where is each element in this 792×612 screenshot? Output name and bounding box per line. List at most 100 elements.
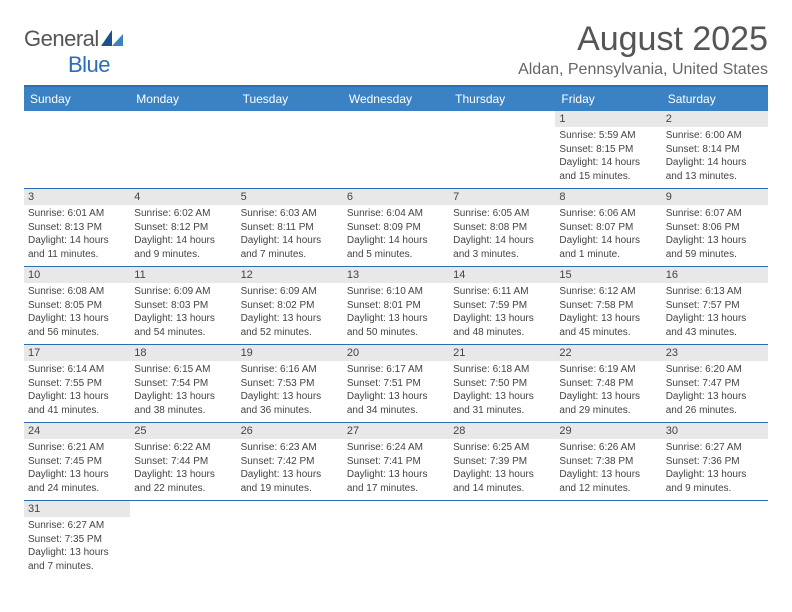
calendar-cell: 28Sunrise: 6:25 AMSunset: 7:39 PMDayligh… — [449, 423, 555, 501]
day-number: 30 — [662, 423, 768, 439]
day-number: 16 — [662, 267, 768, 283]
calendar-cell: 22Sunrise: 6:19 AMSunset: 7:48 PMDayligh… — [555, 345, 661, 423]
day-number: 20 — [343, 345, 449, 361]
day-info: Sunrise: 6:13 AMSunset: 7:57 PMDaylight:… — [662, 283, 768, 343]
calendar-cell: 23Sunrise: 6:20 AMSunset: 7:47 PMDayligh… — [662, 345, 768, 423]
day-info: Sunrise: 6:12 AMSunset: 7:58 PMDaylight:… — [555, 283, 661, 343]
calendar-cell: 27Sunrise: 6:24 AMSunset: 7:41 PMDayligh… — [343, 423, 449, 501]
calendar-cell: 26Sunrise: 6:23 AMSunset: 7:42 PMDayligh… — [237, 423, 343, 501]
day-info: Sunrise: 6:25 AMSunset: 7:39 PMDaylight:… — [449, 439, 555, 499]
calendar-cell: 14Sunrise: 6:11 AMSunset: 7:59 PMDayligh… — [449, 267, 555, 345]
day-number: 6 — [343, 189, 449, 205]
day-number: 2 — [662, 111, 768, 127]
calendar-cell — [237, 111, 343, 189]
day-number: 28 — [449, 423, 555, 439]
day-info: Sunrise: 5:59 AMSunset: 8:15 PMDaylight:… — [555, 127, 661, 187]
day-header: Thursday — [449, 87, 555, 111]
calendar-cell: 5Sunrise: 6:03 AMSunset: 8:11 PMDaylight… — [237, 189, 343, 267]
day-number: 14 — [449, 267, 555, 283]
day-info: Sunrise: 6:00 AMSunset: 8:14 PMDaylight:… — [662, 127, 768, 187]
calendar-cell: 8Sunrise: 6:06 AMSunset: 8:07 PMDaylight… — [555, 189, 661, 267]
day-info: Sunrise: 6:06 AMSunset: 8:07 PMDaylight:… — [555, 205, 661, 265]
day-number: 11 — [130, 267, 236, 283]
day-info: Sunrise: 6:20 AMSunset: 7:47 PMDaylight:… — [662, 361, 768, 421]
day-number: 9 — [662, 189, 768, 205]
day-info: Sunrise: 6:21 AMSunset: 7:45 PMDaylight:… — [24, 439, 130, 499]
location: Aldan, Pennsylvania, United States — [518, 61, 768, 79]
day-info: Sunrise: 6:04 AMSunset: 8:09 PMDaylight:… — [343, 205, 449, 265]
calendar-cell: 16Sunrise: 6:13 AMSunset: 7:57 PMDayligh… — [662, 267, 768, 345]
calendar-cell: 11Sunrise: 6:09 AMSunset: 8:03 PMDayligh… — [130, 267, 236, 345]
calendar-cell: 25Sunrise: 6:22 AMSunset: 7:44 PMDayligh… — [130, 423, 236, 501]
calendar-cell: 15Sunrise: 6:12 AMSunset: 7:58 PMDayligh… — [555, 267, 661, 345]
calendar-cell: 9Sunrise: 6:07 AMSunset: 8:06 PMDaylight… — [662, 189, 768, 267]
calendar-cell — [24, 111, 130, 189]
day-header: Wednesday — [343, 87, 449, 111]
calendar-cell — [130, 111, 236, 189]
day-info: Sunrise: 6:24 AMSunset: 7:41 PMDaylight:… — [343, 439, 449, 499]
calendar-cell — [449, 501, 555, 579]
day-info: Sunrise: 6:19 AMSunset: 7:48 PMDaylight:… — [555, 361, 661, 421]
calendar-cell: 17Sunrise: 6:14 AMSunset: 7:55 PMDayligh… — [24, 345, 130, 423]
day-header: Saturday — [662, 87, 768, 111]
day-info: Sunrise: 6:15 AMSunset: 7:54 PMDaylight:… — [130, 361, 236, 421]
calendar-cell: 4Sunrise: 6:02 AMSunset: 8:12 PMDaylight… — [130, 189, 236, 267]
day-info: Sunrise: 6:07 AMSunset: 8:06 PMDaylight:… — [662, 205, 768, 265]
day-number: 21 — [449, 345, 555, 361]
calendar-cell: 7Sunrise: 6:05 AMSunset: 8:08 PMDaylight… — [449, 189, 555, 267]
day-info: Sunrise: 6:18 AMSunset: 7:50 PMDaylight:… — [449, 361, 555, 421]
calendar-cell — [662, 501, 768, 579]
calendar-cell: 31Sunrise: 6:27 AMSunset: 7:35 PMDayligh… — [24, 501, 130, 579]
day-number: 7 — [449, 189, 555, 205]
calendar-cell: 10Sunrise: 6:08 AMSunset: 8:05 PMDayligh… — [24, 267, 130, 345]
calendar-cell: 3Sunrise: 6:01 AMSunset: 8:13 PMDaylight… — [24, 189, 130, 267]
logo-part2: Blue — [24, 52, 110, 77]
day-number: 12 — [237, 267, 343, 283]
day-info: Sunrise: 6:22 AMSunset: 7:44 PMDaylight:… — [130, 439, 236, 499]
day-info: Sunrise: 6:27 AMSunset: 7:35 PMDaylight:… — [24, 517, 130, 577]
day-number: 15 — [555, 267, 661, 283]
day-info: Sunrise: 6:14 AMSunset: 7:55 PMDaylight:… — [24, 361, 130, 421]
calendar-cell: 1Sunrise: 5:59 AMSunset: 8:15 PMDaylight… — [555, 111, 661, 189]
day-number: 13 — [343, 267, 449, 283]
calendar-grid: SundayMondayTuesdayWednesdayThursdayFrid… — [24, 87, 768, 579]
calendar-cell: 6Sunrise: 6:04 AMSunset: 8:09 PMDaylight… — [343, 189, 449, 267]
logo-text: GeneralBlue — [24, 26, 123, 78]
calendar-cell: 30Sunrise: 6:27 AMSunset: 7:36 PMDayligh… — [662, 423, 768, 501]
day-info: Sunrise: 6:27 AMSunset: 7:36 PMDaylight:… — [662, 439, 768, 499]
calendar-cell: 24Sunrise: 6:21 AMSunset: 7:45 PMDayligh… — [24, 423, 130, 501]
calendar-cell: 21Sunrise: 6:18 AMSunset: 7:50 PMDayligh… — [449, 345, 555, 423]
day-info: Sunrise: 6:03 AMSunset: 8:11 PMDaylight:… — [237, 205, 343, 265]
day-number: 27 — [343, 423, 449, 439]
day-number: 24 — [24, 423, 130, 439]
day-info: Sunrise: 6:26 AMSunset: 7:38 PMDaylight:… — [555, 439, 661, 499]
header: GeneralBlue August 2025 Aldan, Pennsylva… — [24, 20, 768, 79]
day-number: 23 — [662, 345, 768, 361]
calendar-cell — [343, 501, 449, 579]
calendar-cell: 2Sunrise: 6:00 AMSunset: 8:14 PMDaylight… — [662, 111, 768, 189]
day-number: 17 — [24, 345, 130, 361]
day-number: 1 — [555, 111, 661, 127]
day-number: 19 — [237, 345, 343, 361]
calendar-cell: 12Sunrise: 6:09 AMSunset: 8:02 PMDayligh… — [237, 267, 343, 345]
day-header: Monday — [130, 87, 236, 111]
day-number: 8 — [555, 189, 661, 205]
day-number: 25 — [130, 423, 236, 439]
logo-sail-icon — [101, 26, 123, 52]
calendar-cell: 18Sunrise: 6:15 AMSunset: 7:54 PMDayligh… — [130, 345, 236, 423]
title-block: August 2025 Aldan, Pennsylvania, United … — [518, 20, 768, 79]
day-number: 4 — [130, 189, 236, 205]
day-info: Sunrise: 6:09 AMSunset: 8:02 PMDaylight:… — [237, 283, 343, 343]
day-number: 18 — [130, 345, 236, 361]
calendar-cell — [237, 501, 343, 579]
day-info: Sunrise: 6:23 AMSunset: 7:42 PMDaylight:… — [237, 439, 343, 499]
calendar-cell — [343, 111, 449, 189]
day-header: Tuesday — [237, 87, 343, 111]
day-info: Sunrise: 6:01 AMSunset: 8:13 PMDaylight:… — [24, 205, 130, 265]
day-info: Sunrise: 6:11 AMSunset: 7:59 PMDaylight:… — [449, 283, 555, 343]
day-number: 3 — [24, 189, 130, 205]
calendar-cell: 13Sunrise: 6:10 AMSunset: 8:01 PMDayligh… — [343, 267, 449, 345]
day-info: Sunrise: 6:08 AMSunset: 8:05 PMDaylight:… — [24, 283, 130, 343]
day-header: Sunday — [24, 87, 130, 111]
calendar-cell — [130, 501, 236, 579]
